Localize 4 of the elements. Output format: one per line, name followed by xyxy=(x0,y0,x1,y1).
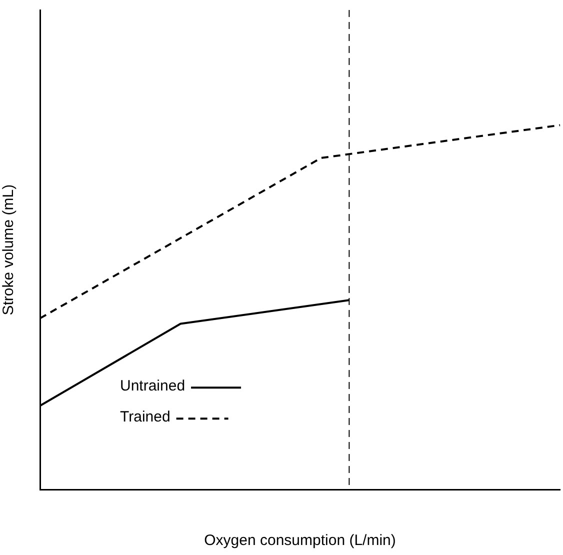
y-axis-title: Stroke volume (mL) xyxy=(0,184,18,316)
legend-label: Trained xyxy=(120,408,170,426)
legend-label: Untrained xyxy=(120,378,186,395)
x-axis-title: Oxygen consumption (L/min) xyxy=(204,532,396,550)
